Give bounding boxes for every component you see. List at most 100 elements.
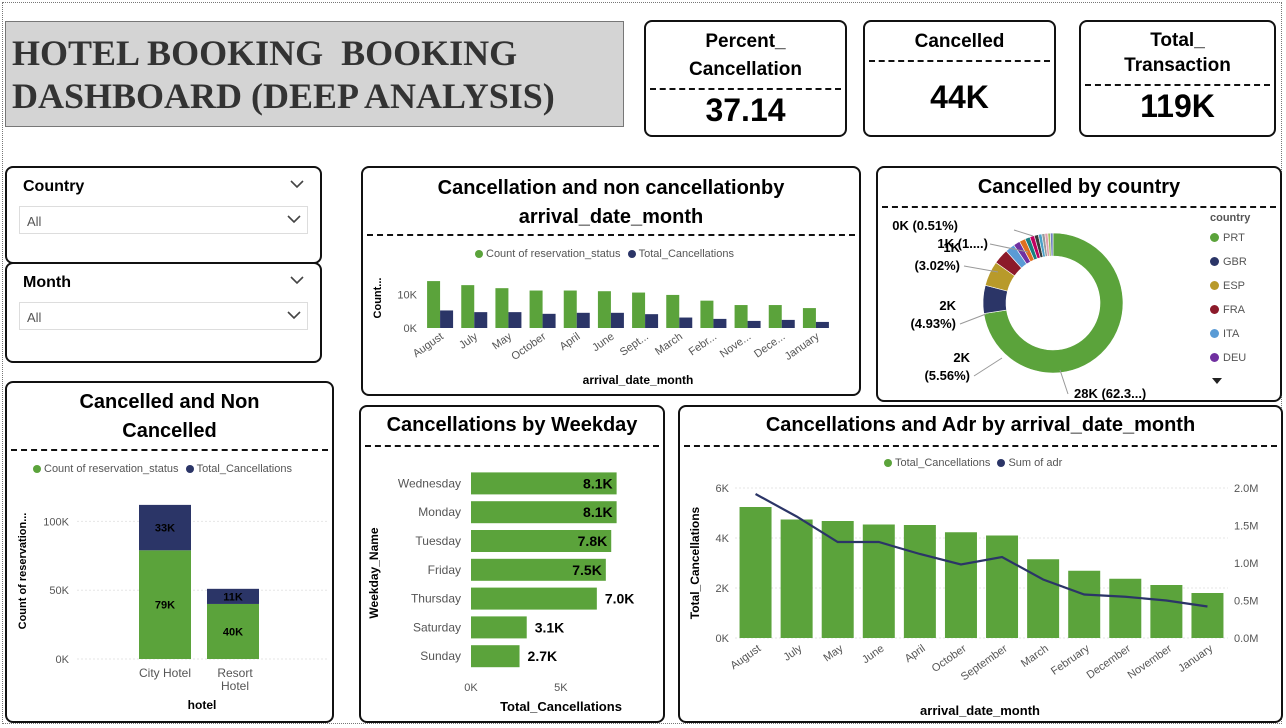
x-tick-label: September xyxy=(959,642,1010,683)
y-tick-label: Sunday xyxy=(420,649,461,663)
bar-cancellations xyxy=(645,314,659,328)
legend-item-prt[interactable]: PRT xyxy=(1210,232,1250,256)
data-label: (5.56%) xyxy=(924,368,970,383)
bar-cancellations xyxy=(944,532,977,638)
x-tick-label: City Hotel xyxy=(139,666,191,680)
kpi-value: 119K xyxy=(1140,88,1215,124)
data-label: 2.7K xyxy=(528,648,558,664)
legend-item-deu[interactable]: DEU xyxy=(1210,352,1250,376)
kpi-percent-cancellation[interactable]: Percent_ Cancellation 37.14 xyxy=(644,20,847,137)
month-dropdown[interactable]: All xyxy=(19,302,308,330)
chart-title: Cancellations and Adr by arrival_date_mo… xyxy=(765,414,1196,436)
x-tick-label: Febr... xyxy=(687,331,719,359)
y2-tick-label: 0.5M xyxy=(1234,596,1258,608)
x-tick-label: July xyxy=(781,642,804,663)
chart-title: Cancellation and non cancellationby arri… xyxy=(437,177,785,228)
bar-count xyxy=(768,305,782,328)
hotel-stacked-plot: 0K 50K 100K Count of reservation... 79K 33K Ci… xyxy=(17,504,327,712)
x-tick-label: April xyxy=(558,331,583,353)
bar-count xyxy=(139,550,191,659)
dashboard-title-box: HOTEL BOOKING BOOKING DASHBOARD (DEEP AN… xyxy=(5,21,624,127)
adr-combo-visual[interactable]: Cancellations and Adr by arrival_date_mo… xyxy=(678,405,1283,723)
x-tick-label: October xyxy=(509,330,548,362)
x-tick-label: Hotel xyxy=(221,679,249,693)
bar-cancellations xyxy=(542,313,556,328)
bar-cancellations xyxy=(747,320,761,328)
y-tick-label: 0K xyxy=(404,323,418,335)
data-label: 1K (1....) xyxy=(937,236,988,251)
data-label: (3.02%) xyxy=(914,258,960,273)
bar-count xyxy=(461,285,475,328)
bar-count xyxy=(666,294,680,328)
x-tick-label: May xyxy=(490,330,514,352)
x-tick-label: August xyxy=(411,331,446,360)
data-label: 0K (0.51%) xyxy=(892,218,958,233)
bar-cancellations xyxy=(1191,593,1224,638)
kpi-label: Cancelled xyxy=(914,31,1005,52)
weekday-bars-visual[interactable]: Cancellations by Weekday Wednesday 8.1K Mo… xyxy=(359,405,665,723)
month-bars-visual[interactable]: Cancellation and non cancellationby arri… xyxy=(361,166,861,396)
y-tick-label: 6K xyxy=(716,483,730,495)
bar-cancellations xyxy=(903,525,936,638)
x-tick-label: 5K xyxy=(554,682,568,694)
country-dropdown-value: All xyxy=(27,214,42,229)
bar-count xyxy=(529,290,543,328)
legend-item-esp[interactable]: ESP xyxy=(1210,280,1250,304)
bar-count xyxy=(207,603,259,659)
chevron-down-icon xyxy=(287,311,301,320)
y-axis-label: Count... xyxy=(372,278,384,319)
kpi-total-transaction[interactable]: Total_ Transaction 119K xyxy=(1079,20,1276,137)
x-tick-label: Resort xyxy=(217,666,253,680)
kpi-label: Total_ Transaction xyxy=(1124,30,1231,76)
x-tick-label: January xyxy=(783,330,822,363)
legend-item-gbr[interactable]: GBR xyxy=(1210,256,1250,280)
x-tick-label: July xyxy=(457,330,480,351)
bar-weekday xyxy=(471,472,617,495)
country-slicer[interactable]: Country All xyxy=(5,166,322,264)
bar-count xyxy=(802,308,816,328)
weekday-bars-plot: Wednesday 8.1K Monday 8.1K Tuesday 7.8K Friday… xyxy=(367,472,635,714)
hotel-stacked-visual[interactable]: Cancelled and Non Cancelled Count of res… xyxy=(5,381,334,723)
chart-legend: Total_Cancellations Sum of adr xyxy=(880,457,1062,469)
y-tick-label: Saturday xyxy=(413,620,461,634)
x-axis-label: arrival_date_month xyxy=(920,703,1040,718)
y2-tick-label: 1.5M xyxy=(1234,521,1258,533)
y-tick-label: 50K xyxy=(49,585,69,597)
country-donut-visual[interactable]: Cancelled by country 0K (0.51%) 1K (1....… xyxy=(876,166,1282,402)
bar-cancellations xyxy=(440,310,454,328)
bar-cancellations xyxy=(862,524,895,638)
bar-cancellations xyxy=(781,319,795,328)
kpi-label: Percent_ Cancellation xyxy=(689,31,802,80)
legend-item: Total_Cancellations xyxy=(196,463,292,475)
kpi-value: 44K xyxy=(930,79,989,115)
legend-item: Total_Cancellations xyxy=(638,248,734,260)
chevron-down-icon[interactable] xyxy=(290,276,304,285)
legend-item-ita[interactable]: ITA xyxy=(1210,328,1250,352)
donut-slice-other9 xyxy=(1050,232,1054,257)
data-label: 11K xyxy=(223,591,243,603)
bar-cancellations xyxy=(986,535,1019,638)
leader-line xyxy=(959,313,987,325)
caret-down-icon[interactable] xyxy=(1212,378,1222,385)
data-label: 7.0K xyxy=(605,591,635,607)
bar-cancellations xyxy=(780,519,813,638)
x-axis-label: hotel xyxy=(188,698,217,712)
chart-title: Cancelled by country xyxy=(977,176,1181,198)
legend-item-fra[interactable]: FRA xyxy=(1210,304,1250,328)
y-tick-label: Thursday xyxy=(411,592,461,606)
bar-weekday xyxy=(471,501,617,524)
country-dropdown[interactable]: All xyxy=(19,206,308,234)
y-tick-label: 4K xyxy=(716,533,730,545)
y-axis-label: Weekday_Name xyxy=(367,527,381,618)
leader-line xyxy=(1013,229,1034,237)
bar-cancellations xyxy=(1027,559,1060,638)
x-tick-label: January xyxy=(1176,642,1215,675)
donut-slice-prt xyxy=(983,232,1124,374)
kpi-value: 37.14 xyxy=(705,92,786,128)
bar-cancellations xyxy=(815,321,829,328)
country-legend: country PRT GBR ESP FRA ITA DEU xyxy=(1210,212,1250,388)
chevron-down-icon[interactable] xyxy=(290,180,304,189)
kpi-cancelled[interactable]: Cancelled 44K xyxy=(863,20,1056,137)
y-tick-label: 10K xyxy=(397,289,417,301)
month-slicer[interactable]: Month All xyxy=(5,262,322,363)
